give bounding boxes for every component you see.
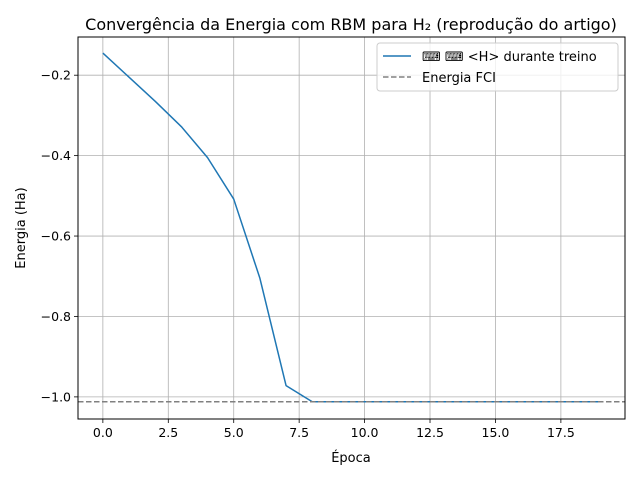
y-tick-label: −0.4 [41,148,71,163]
energy-data-point [285,385,287,387]
grid-lines [78,37,625,419]
legend-label-energy: ⌨ ⌨ <H> durante treino [422,50,597,65]
energy-data-point [102,52,104,54]
energy-data-point [181,126,183,128]
chart-title: Convergência da Energia com RBM para H₂ … [85,15,617,34]
x-tick-label: 5.0 [224,425,244,440]
energy-data-point [154,101,156,103]
energy-data-point [259,277,261,279]
x-tick-label: 0.0 [93,425,113,440]
y-tick-label: −1.0 [41,389,71,404]
x-tick-label: 7.5 [289,425,309,440]
legend-label-fci: Energia FCI [422,71,496,86]
x-tick-label: 17.5 [547,425,575,440]
y-tick-label: −0.8 [41,309,71,324]
data-series [78,52,625,403]
energy-data-point [233,198,235,200]
energy-data-point [207,157,209,159]
energy-data-point [128,76,130,78]
plot-frame [77,36,626,420]
energy-data-point [364,401,366,403]
legend-box [376,42,619,92]
legend: ⌨ ⌨ <H> durante treino Energia FCI [376,42,619,92]
x-tick-label: 12.5 [416,425,444,440]
x-tick-label: 15.0 [482,425,510,440]
y-tick-label: −0.6 [41,229,71,244]
x-tick-label: 10.0 [351,425,379,440]
x-axis-label: Época [331,450,371,466]
energy-data-point [468,401,470,403]
axis-ticks: 0.0 2.5 5.0 7.5 10.0 12.5 15.0 17.5 −0.2 −0.4 −0.6… [41,68,575,440]
x-tick-label: 2.5 [158,425,178,440]
y-tick-label: −0.2 [41,68,71,83]
y-axis-label: Energia (Ha) [14,187,29,268]
